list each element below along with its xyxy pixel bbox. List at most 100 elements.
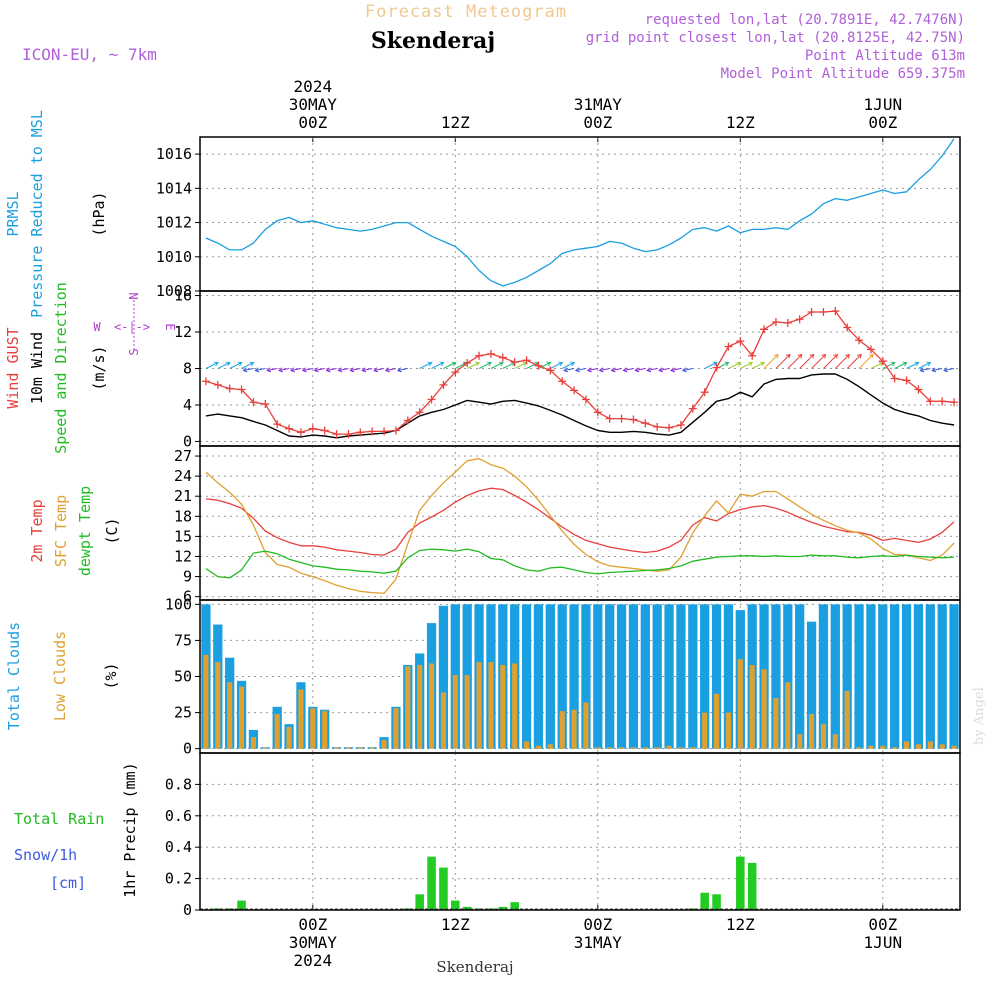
wind-gust-marker	[261, 400, 270, 409]
low-cloud-bar	[654, 747, 660, 749]
low-cloud-bar	[607, 747, 613, 749]
bottom-time-label: 1JUN	[864, 933, 903, 952]
wind-ytick-label: 0	[183, 432, 192, 450]
side-label-unit: (%)	[102, 662, 120, 689]
low-cloud-bar	[274, 714, 280, 749]
wind-gust-marker	[439, 380, 448, 389]
wind-direction-arrow	[870, 362, 884, 369]
wind-direction-arrow	[775, 354, 791, 369]
clouds-panel: 0 25 50 75 100	[165, 595, 961, 758]
low-cloud-bar	[595, 747, 601, 749]
wind-direction-arrow	[623, 368, 634, 371]
wind-gust-marker	[795, 315, 804, 324]
precip-bar	[498, 906, 508, 910]
total-cloud-bar	[806, 621, 817, 749]
low-cloud-bar	[381, 740, 387, 749]
wind-gust-marker	[368, 427, 377, 436]
wind-direction-arrow	[611, 368, 622, 371]
side-label-line: dewpt Temp	[76, 486, 94, 576]
pressure-side-label: PRMSL Pressure Reduced to MSL (hPa)	[4, 110, 108, 318]
top-time-label: 1JUN	[864, 95, 903, 114]
wind-arrow-head	[301, 367, 307, 373]
low-cloud-bar	[310, 708, 316, 749]
wind-arrow-head	[475, 361, 481, 367]
wind-arrow-head	[384, 367, 390, 373]
wind-direction-arrow	[241, 362, 254, 369]
low-cloud-bar	[856, 747, 862, 749]
low-cloud-bar	[559, 711, 565, 749]
wind-direction-arrow	[550, 362, 563, 369]
wind-arrow-head	[598, 367, 604, 373]
precip-bar	[474, 908, 484, 910]
wind-arrow-head	[658, 367, 663, 373]
precip-bar	[415, 894, 424, 910]
wind-arrow-head	[712, 361, 718, 367]
pressure-ytick-label: 1012	[156, 214, 192, 232]
clouds-side-label: Total Clouds Low Clouds (%)	[5, 622, 120, 730]
compass-west: W	[93, 320, 101, 334]
wind-arrow-head	[225, 361, 231, 367]
wind-direction-arrow	[338, 368, 349, 371]
total-cloud-bar	[605, 604, 615, 749]
precip-snow-unit: [cm]	[50, 874, 86, 892]
temp-ytick-label: 27	[174, 447, 192, 465]
low-cloud-bar	[666, 745, 672, 749]
total-cloud-bar	[557, 604, 567, 749]
wind-direction-arrow	[670, 368, 682, 371]
low-cloud-bar	[619, 747, 625, 749]
low-cloud-bar	[215, 662, 221, 749]
wind-arrow-head	[857, 353, 862, 359]
low-cloud-bar	[405, 666, 411, 749]
wind-direction-arrow	[502, 362, 516, 369]
wind-direction-arrow	[385, 368, 397, 371]
low-cloud-bar	[429, 663, 435, 749]
bottom-time-label: 12Z	[441, 915, 470, 934]
precip-side-label: Total Rain Snow/1h [cm] 1hr Precip (mm)	[14, 762, 139, 897]
wind-direction-arrow	[882, 362, 896, 369]
wind-direction-arrow	[373, 368, 385, 371]
wind-arrow-head	[213, 361, 219, 367]
total-cloud-bar	[890, 604, 900, 749]
wind-gust-marker	[676, 421, 685, 430]
total-cloud-bar	[628, 604, 639, 749]
low-cloud-bar	[393, 708, 399, 749]
wind-gust-marker	[225, 384, 234, 393]
wind-direction-arrow	[599, 368, 610, 371]
temp-ytick-label: 12	[174, 547, 192, 565]
wind-gust-marker	[700, 388, 709, 397]
wind-direction-arrow	[478, 362, 492, 369]
wind-gust-marker	[783, 318, 792, 327]
low-cloud-bar	[357, 747, 363, 749]
wind-arrow-head	[546, 361, 552, 367]
low-cloud-bar	[868, 745, 874, 749]
wind-gust-marker	[403, 416, 412, 425]
wind-gust-marker	[938, 397, 947, 406]
low-cloud-bar	[250, 737, 256, 749]
low-cloud-bar	[369, 747, 375, 749]
precip-bar	[510, 902, 519, 910]
precip-total-rain-label: Total Rain	[14, 810, 104, 828]
low-cloud-bar	[500, 664, 506, 749]
top-time-label: 31MAY	[574, 95, 623, 114]
wind-direction-arrow	[740, 362, 753, 369]
wind-arrow-head	[785, 353, 791, 359]
wind-gust-marker	[629, 415, 638, 424]
temp-ytick-label: 6	[183, 588, 192, 606]
total-cloud-bar	[818, 604, 829, 749]
side-label-line: PRMSL	[4, 191, 22, 236]
bottom-time-label: 00Z	[298, 915, 327, 934]
wind-direction-arrow	[229, 362, 242, 369]
total-cloud-bar	[616, 604, 627, 749]
total-cloud-bar	[676, 604, 686, 749]
wind-direction-arrow	[314, 368, 325, 371]
low-cloud-bar	[749, 664, 755, 749]
low-cloud-bar	[322, 711, 328, 749]
wind-ytick-label: 16	[174, 287, 192, 305]
low-cloud-bar	[476, 662, 482, 749]
precip-bar	[439, 867, 448, 910]
requested-coords: requested lon,lat (20.7891E, 42.7476N)	[645, 12, 965, 28]
low-cloud-bar	[535, 745, 541, 749]
total-cloud-bar	[533, 604, 544, 749]
wind-arrow-head	[622, 367, 628, 373]
wind-arrow-head	[774, 353, 779, 359]
